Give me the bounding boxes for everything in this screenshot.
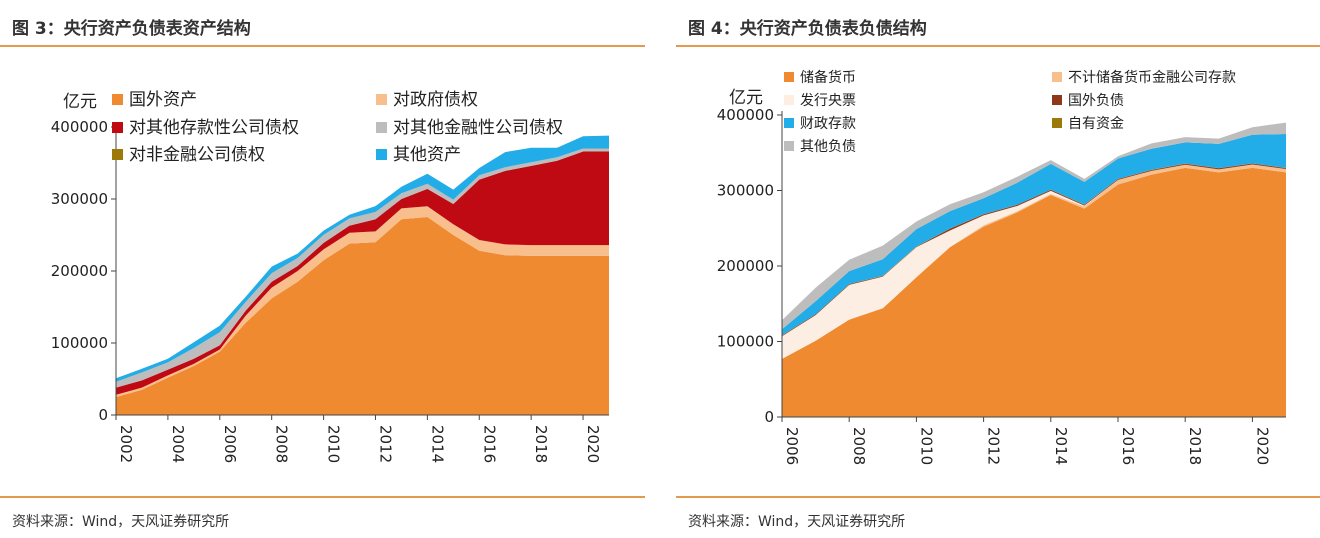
x-tick-label: 2008 [850, 427, 868, 465]
y-tick-label: 0 [764, 408, 774, 426]
legend-swatch [1052, 72, 1062, 82]
legend-item: 国外负债 [1052, 93, 1124, 109]
legend-swatch [784, 95, 794, 105]
area-series-5 [782, 134, 1286, 336]
legend-item: 储备货币 [784, 69, 856, 86]
x-tick-label: 2010 [325, 425, 343, 463]
title-rule [0, 45, 645, 47]
legend-label: 财政存款 [800, 116, 856, 132]
legend-label: 对其他存款性公司债权 [129, 118, 299, 138]
x-tick-label: 2016 [480, 425, 498, 463]
legend-label: 储备货币 [800, 69, 856, 86]
area-series-3 [782, 163, 1286, 337]
legend-swatch [112, 94, 123, 105]
x-tick-label: 2010 [917, 427, 935, 465]
x-tick-label: 2002 [117, 425, 135, 463]
legend-swatch [376, 94, 387, 105]
legend-swatch [376, 122, 387, 133]
legend-swatch [1052, 118, 1062, 128]
right-panel: 图 4：央行资产负债表负债结构 0 100000 200000 300000 40000… [676, 0, 1320, 538]
chart-title: 图 4：央行资产负债表负债结构 [688, 19, 927, 39]
unit-label: 亿元 [729, 88, 763, 108]
x-tick-label: 2004 [169, 425, 187, 463]
area-series-0 [782, 167, 1286, 417]
area-series-3 [116, 148, 609, 388]
legend-swatch [1052, 95, 1062, 105]
legend-label: 对非金融公司债权 [129, 145, 265, 165]
legend-item: 国外资产 [112, 90, 197, 110]
legend-item: 对其他存款性公司债权 [112, 118, 299, 138]
legend-swatch [784, 118, 794, 128]
y-tick-label: 400000 [717, 106, 774, 124]
chart-title: 图 3：央行资产负债表资产结构 [12, 19, 251, 39]
legend-label: 不计储备货币金融公司存款 [1068, 69, 1236, 86]
legend-label: 发行央票 [800, 93, 856, 109]
legend-item: 财政存款 [784, 116, 856, 132]
y-tick-label: 200000 [51, 262, 108, 280]
legend-item: 自有资金 [1052, 116, 1124, 132]
legend-item: 对其他金融性公司债权 [376, 118, 563, 138]
legend-label: 其他负债 [800, 139, 856, 155]
y-tick-label: 400000 [51, 118, 108, 136]
legend-swatch [376, 149, 387, 160]
x-tick-label: 2008 [273, 425, 291, 463]
x-tick-label: 2006 [221, 425, 239, 463]
legend-item: 发行央票 [784, 93, 856, 109]
legend-item: 其他负债 [784, 139, 856, 155]
left-panel: 图 3：央行资产负债表资产结构 0 100000 200000 300000 40000… [0, 0, 645, 538]
x-tick-label: 2016 [1119, 427, 1137, 465]
x-tick-label: 2012 [985, 427, 1003, 465]
legend-label: 国外负债 [1068, 93, 1124, 109]
x-tick-label: 2012 [376, 425, 394, 463]
x-tick-label: 2014 [1052, 427, 1070, 465]
legend-item: 对非金融公司债权 [112, 145, 265, 165]
area-series-1 [116, 206, 609, 397]
x-tick-label: 2020 [1253, 427, 1271, 465]
legend-swatch [784, 141, 794, 151]
x-tick-label: 2020 [584, 425, 602, 463]
unit-label: 亿元 [63, 92, 97, 112]
area-series-1 [782, 164, 1286, 359]
y-tick-label: 0 [98, 406, 108, 424]
legend-label: 对政府债权 [393, 90, 478, 110]
footer-rule [676, 496, 1320, 498]
y-tick-label: 200000 [717, 257, 774, 275]
x-tick-label: 2006 [783, 427, 801, 465]
area-series-0 [116, 217, 609, 415]
footer-rule [0, 496, 645, 498]
liability-structure-chart: 0 100000 200000 300000 400000 2006 2008 2010 201… [717, 69, 1286, 465]
legend-item: 其他资产 [376, 145, 461, 165]
x-tick-label: 2014 [428, 425, 446, 463]
legend-item: 不计储备货币金融公司存款 [1052, 69, 1236, 86]
x-tick-label: 2018 [532, 425, 550, 463]
legend-label: 国外资产 [129, 90, 197, 110]
legend-label: 对其他金融性公司债权 [393, 118, 563, 138]
y-tick-label: 300000 [51, 190, 108, 208]
source-note: 资料来源：Wind，天风证券研究所 [12, 514, 230, 530]
area-series-2 [116, 151, 609, 395]
legend-swatch [112, 149, 123, 160]
legend-swatch [112, 122, 123, 133]
legend-item: 对政府债权 [376, 90, 478, 110]
y-tick-label: 100000 [717, 333, 774, 351]
legend-label: 自有资金 [1068, 116, 1124, 132]
title-rule [676, 45, 1320, 47]
x-tick-label: 2018 [1186, 427, 1204, 465]
asset-structure-chart: 0 100000 200000 300000 400000 2002 2004 2006 200… [51, 90, 609, 463]
source-note: 资料来源：Wind，天风证券研究所 [688, 514, 906, 530]
y-tick-label: 300000 [717, 182, 774, 200]
legend-swatch [784, 72, 794, 82]
legend-label: 其他资产 [393, 145, 461, 165]
y-tick-label: 100000 [51, 334, 108, 352]
